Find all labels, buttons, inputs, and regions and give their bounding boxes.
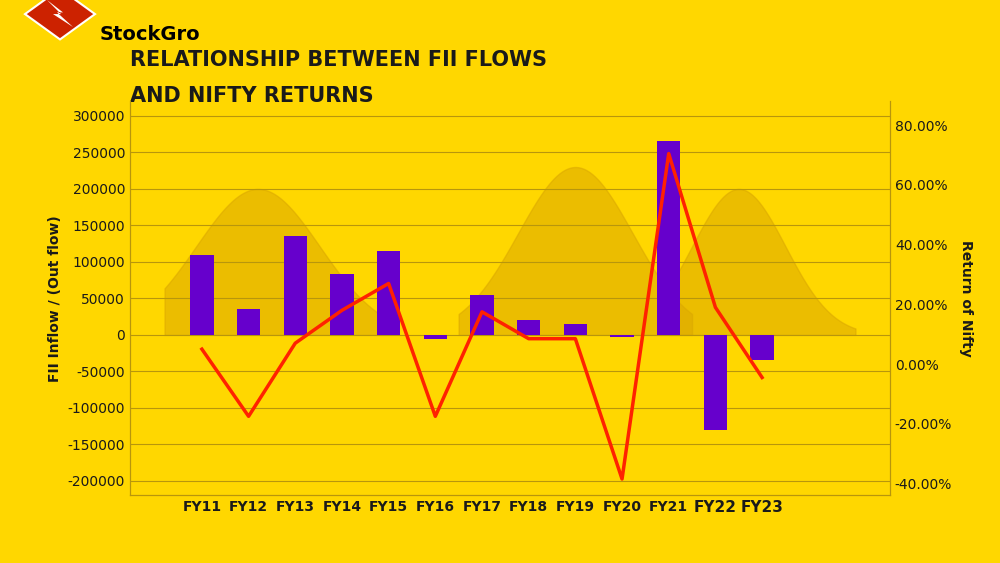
Bar [190,254,214,335]
Bar [657,141,680,335]
Bar [517,320,540,335]
Bar [424,335,447,338]
Bar [750,335,774,360]
Bar [704,335,727,430]
Y-axis label: Return of Nifty: Return of Nifty [959,240,973,357]
Text: RELATIONSHIP BETWEEN FII FLOWS: RELATIONSHIP BETWEEN FII FLOWS [130,50,547,70]
Bar [470,295,494,335]
Bar [284,236,307,335]
Text: AND NIFTY RETURNS: AND NIFTY RETURNS [130,86,374,106]
Bar [237,309,260,335]
Bar [377,251,400,335]
Bar [564,324,587,335]
Text: StockGro: StockGro [100,25,201,44]
Y-axis label: FII Inflow / (Out flow): FII Inflow / (Out flow) [48,215,62,382]
Bar [610,335,634,337]
Bar [330,274,354,335]
